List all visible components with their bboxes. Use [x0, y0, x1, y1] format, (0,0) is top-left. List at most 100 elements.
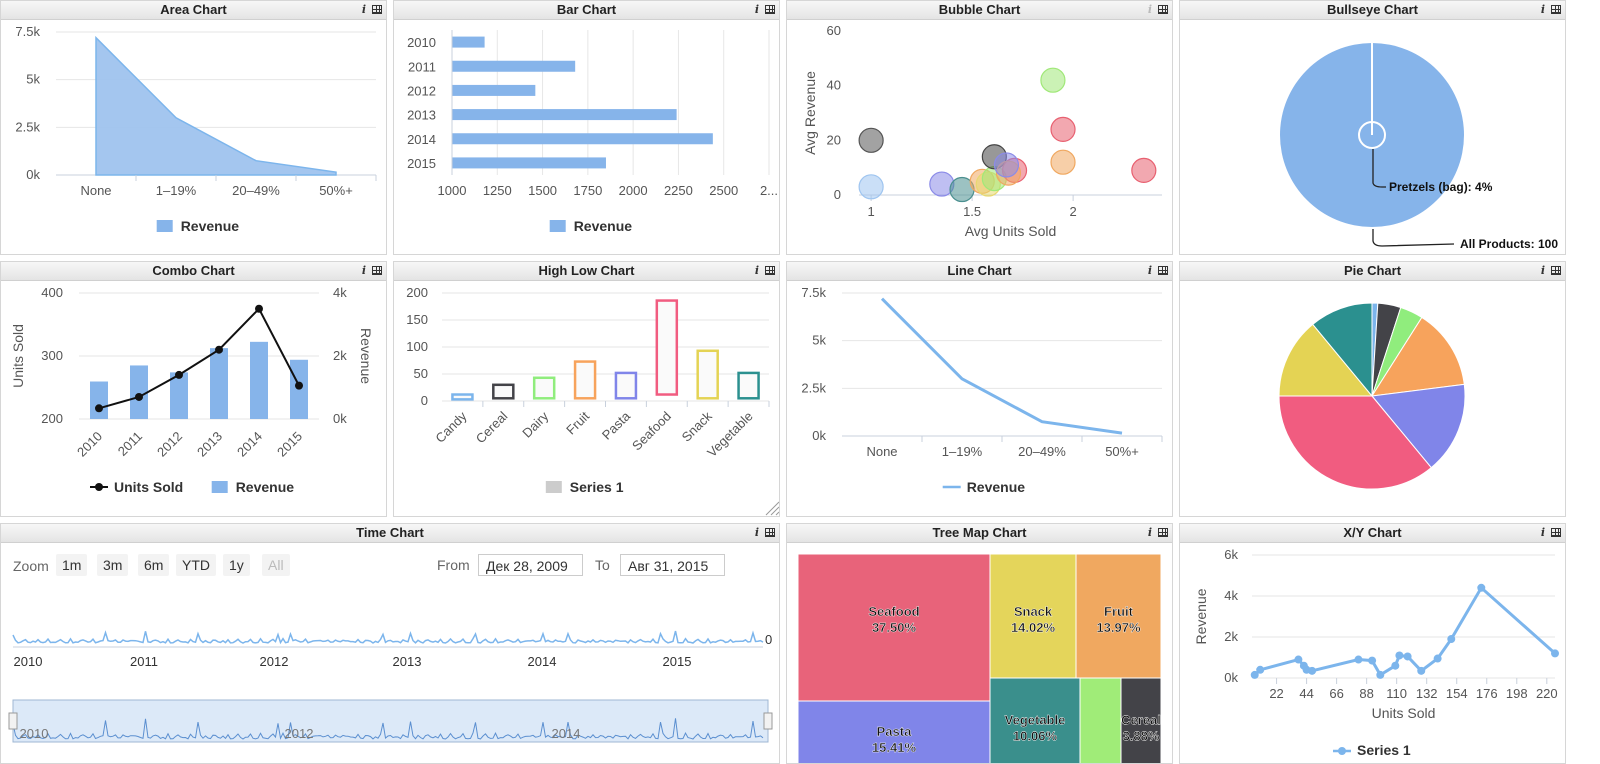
connector-line: [1372, 149, 1386, 188]
bubble: [1050, 116, 1076, 143]
xy-marker: [1256, 665, 1265, 674]
x-tick-label: 1500: [528, 183, 557, 198]
x-tick-label: 88: [1359, 686, 1373, 701]
combo-chart: 200 0k 300 2k 400 4k Units Sold Revenue 2010 2011…: [10, 285, 374, 495]
x-tick-label: 66: [1329, 686, 1343, 701]
zoom-1y-button[interactable]: 1y: [223, 554, 250, 576]
x-tick-label: 2...: [760, 183, 778, 198]
table-icon[interactable]: [765, 266, 775, 275]
zoom-ytd-button[interactable]: YTD: [176, 554, 216, 576]
area-chart: 0k 2.5k 5k 7.5k None 1–19% 20–49% 50%+ Revenue: [15, 24, 377, 234]
zoom-3m-button[interactable]: 3m: [97, 554, 129, 576]
xy-marker: [1376, 670, 1385, 679]
y-tick-label: 0k: [812, 428, 826, 443]
x-tick-label: 2011: [115, 429, 145, 459]
bar: [452, 133, 713, 145]
table-icon[interactable]: [765, 528, 775, 537]
x-tick-label: 176: [1476, 686, 1498, 701]
navigator-handle: [8, 712, 18, 730]
y-tick-label: 2010: [407, 35, 436, 50]
table-icon[interactable]: [372, 266, 382, 275]
treemap-label: Pasta: [877, 724, 912, 739]
zoom-6m-button[interactable]: 6m: [138, 554, 170, 576]
xy-marker: [1403, 652, 1412, 661]
table-icon[interactable]: [1551, 266, 1561, 275]
highlow-bar: [573, 360, 597, 400]
navigator-tick-label: 2012: [285, 726, 314, 741]
highlow-bar: [696, 349, 719, 400]
y-tick-label: 50: [414, 366, 428, 381]
treemap-cell: [1120, 677, 1162, 763]
y-tick-label: 20: [827, 132, 841, 147]
table-icon[interactable]: [1551, 528, 1561, 537]
panel-title: Pie Chart: [1180, 262, 1565, 281]
x-tick-label: None: [866, 444, 897, 459]
y-tick-label: 0k: [1224, 670, 1238, 685]
info-icon[interactable]: i: [361, 3, 366, 16]
bubble: [993, 152, 1020, 178]
connector-line: [1372, 229, 1455, 247]
x-tick-label: 2500: [709, 183, 738, 198]
x-axis-title: Units Sold: [1372, 705, 1436, 721]
xy-marker: [1354, 655, 1363, 664]
treemap-percent: 10.06%: [1013, 729, 1058, 744]
y-tick-label: 5k: [26, 72, 40, 87]
table-icon[interactable]: [1158, 5, 1168, 14]
combo-bar: [250, 341, 268, 419]
info-icon[interactable]: i: [1147, 526, 1152, 539]
panel-title: Bubble Chart: [787, 1, 1172, 20]
treemap-cell: [989, 553, 1077, 679]
line-chart: 0k 2.5k 5k 7.5k None 1–19% 20–49% 50%+ Revenue: [801, 285, 1163, 495]
x-tick-label: 2014: [234, 429, 265, 460]
from-date-input[interactable]: Дек 28, 2009: [478, 554, 583, 576]
y-tick-label: 7.5k: [801, 285, 826, 300]
units-sold-marker: [95, 404, 103, 413]
x-tick-label: 2: [1070, 204, 1077, 219]
panel-title: Time Chart: [1, 524, 779, 543]
bar-chart-panel: Bar Chart i 1000 1250 1500 1750 2000 2250 2500…: [393, 0, 780, 255]
x-tick-label: 1: [868, 204, 875, 219]
info-icon[interactable]: i: [754, 3, 759, 16]
info-icon[interactable]: i: [754, 526, 759, 539]
table-icon[interactable]: [1158, 528, 1168, 537]
treemap-percent: 13.97%: [1096, 620, 1141, 635]
x-tick-label: 50%+: [319, 183, 353, 198]
info-icon[interactable]: i: [1147, 264, 1152, 277]
bar: [452, 157, 606, 169]
info-icon[interactable]: i: [1540, 526, 1545, 539]
highlow-bar: [492, 383, 515, 400]
treemap-percent: 14.02%: [1011, 620, 1056, 635]
panel-title: Bullseye Chart: [1180, 1, 1565, 20]
xy-marker: [1395, 651, 1404, 660]
xy-marker: [1477, 583, 1486, 592]
table-icon[interactable]: [1158, 266, 1168, 275]
info-icon[interactable]: i: [1540, 3, 1545, 16]
zoom-all-button[interactable]: All: [262, 554, 290, 576]
bullseye-chart-panel: Bullseye Chart i Pretzels (bag): 4% All P…: [1179, 0, 1566, 255]
zoom-label: Zoom: [13, 558, 49, 574]
to-date-input[interactable]: Авг 31, 2015: [620, 554, 725, 576]
table-icon[interactable]: [372, 5, 382, 14]
info-icon[interactable]: i: [1540, 264, 1545, 277]
panel-title: Bar Chart: [394, 1, 779, 20]
legend-swatch: [156, 220, 173, 232]
x-tick-label: 2010: [74, 429, 105, 460]
info-icon[interactable]: i: [361, 264, 366, 277]
info-icon[interactable]: i: [1147, 3, 1152, 16]
xy-marker: [1433, 654, 1442, 663]
x-tick-label: Dairy: [519, 408, 551, 440]
xy-chart-panel: X/Y Chart i 0k 2k 4k 6k 22 44 66 88 110 132 154 176…: [1179, 523, 1566, 764]
info-icon[interactable]: i: [754, 264, 759, 277]
xy-marker: [1447, 635, 1456, 644]
x-tick-label: 1250: [483, 183, 512, 198]
zoom-1m-button[interactable]: 1m: [56, 554, 88, 576]
from-label: From: [437, 557, 470, 573]
table-icon[interactable]: [1551, 5, 1561, 14]
y-tick-label: 2014: [407, 132, 436, 147]
y-tick-label: 2013: [407, 108, 436, 123]
table-icon[interactable]: [765, 5, 775, 14]
y-tick-label: 150: [406, 312, 428, 327]
y-tick-label: 2012: [407, 83, 436, 98]
y-tick-label: 0: [421, 393, 428, 408]
